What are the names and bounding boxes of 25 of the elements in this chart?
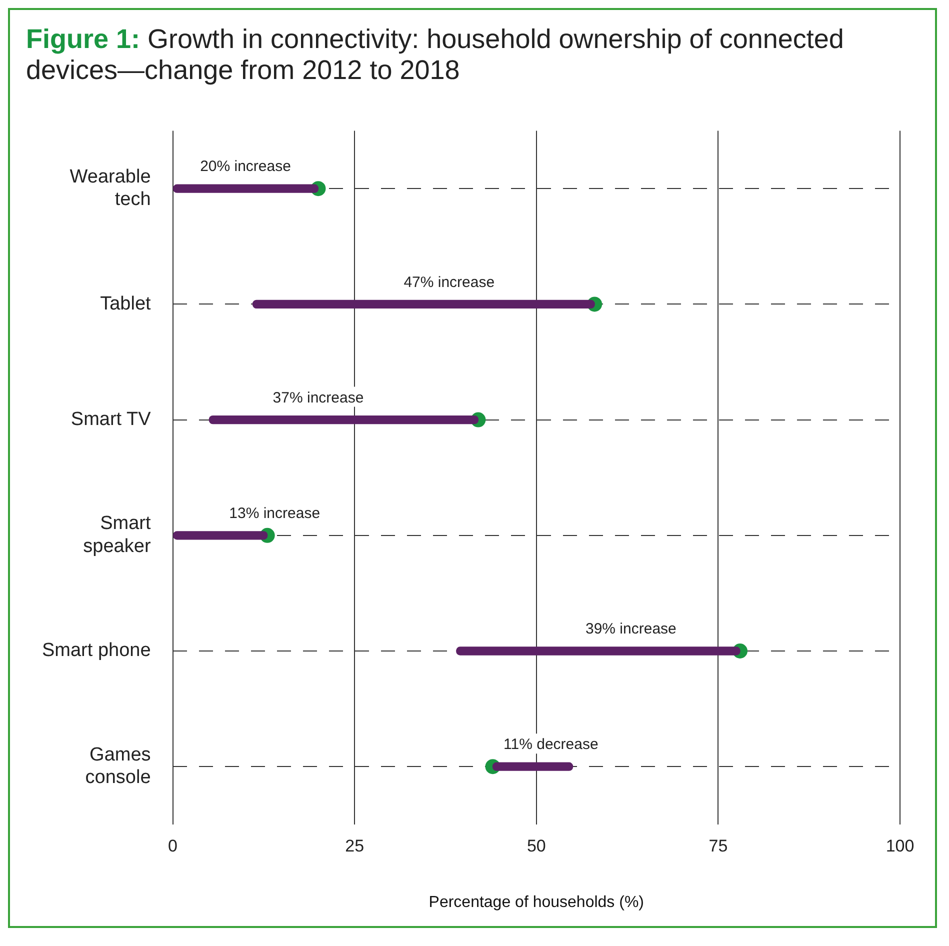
x-tick-label: 75 bbox=[708, 836, 728, 856]
bar bbox=[172, 184, 319, 193]
chart-title: Figure 1: Growth in connectivity: household ownership of connected devices—change from 2012 to 2018 bbox=[26, 24, 844, 85]
bar bbox=[172, 531, 268, 540]
y-tick-label: Smart speaker bbox=[83, 513, 152, 558]
bar bbox=[456, 646, 740, 656]
x-tick-label: 100 bbox=[886, 836, 914, 856]
annotation: 37% increase bbox=[272, 389, 364, 406]
x-axis-title: Percentage of households (%) bbox=[428, 894, 644, 911]
bar bbox=[208, 415, 479, 424]
annotation: 11% decrease bbox=[504, 736, 598, 754]
y-tick-label: Smart phone bbox=[42, 640, 151, 662]
bar bbox=[492, 762, 574, 771]
y-tick-label: Tablet bbox=[100, 293, 152, 314]
x-tick-label: 50 bbox=[526, 836, 546, 856]
y-tick-label: Smart TV bbox=[70, 409, 152, 430]
annotation: 20% increase bbox=[200, 158, 291, 176]
bar bbox=[252, 300, 595, 309]
y-tick-label: Games console bbox=[85, 744, 151, 788]
annotation: 13% increase bbox=[229, 505, 320, 522]
annotation: 47% increase bbox=[404, 274, 495, 291]
annotation: 39% increase bbox=[585, 620, 676, 638]
x-tick-label: 25 bbox=[345, 836, 364, 856]
y-tick-label: Wearable tech bbox=[70, 166, 151, 210]
x-tick-label: 0 bbox=[168, 836, 178, 856]
